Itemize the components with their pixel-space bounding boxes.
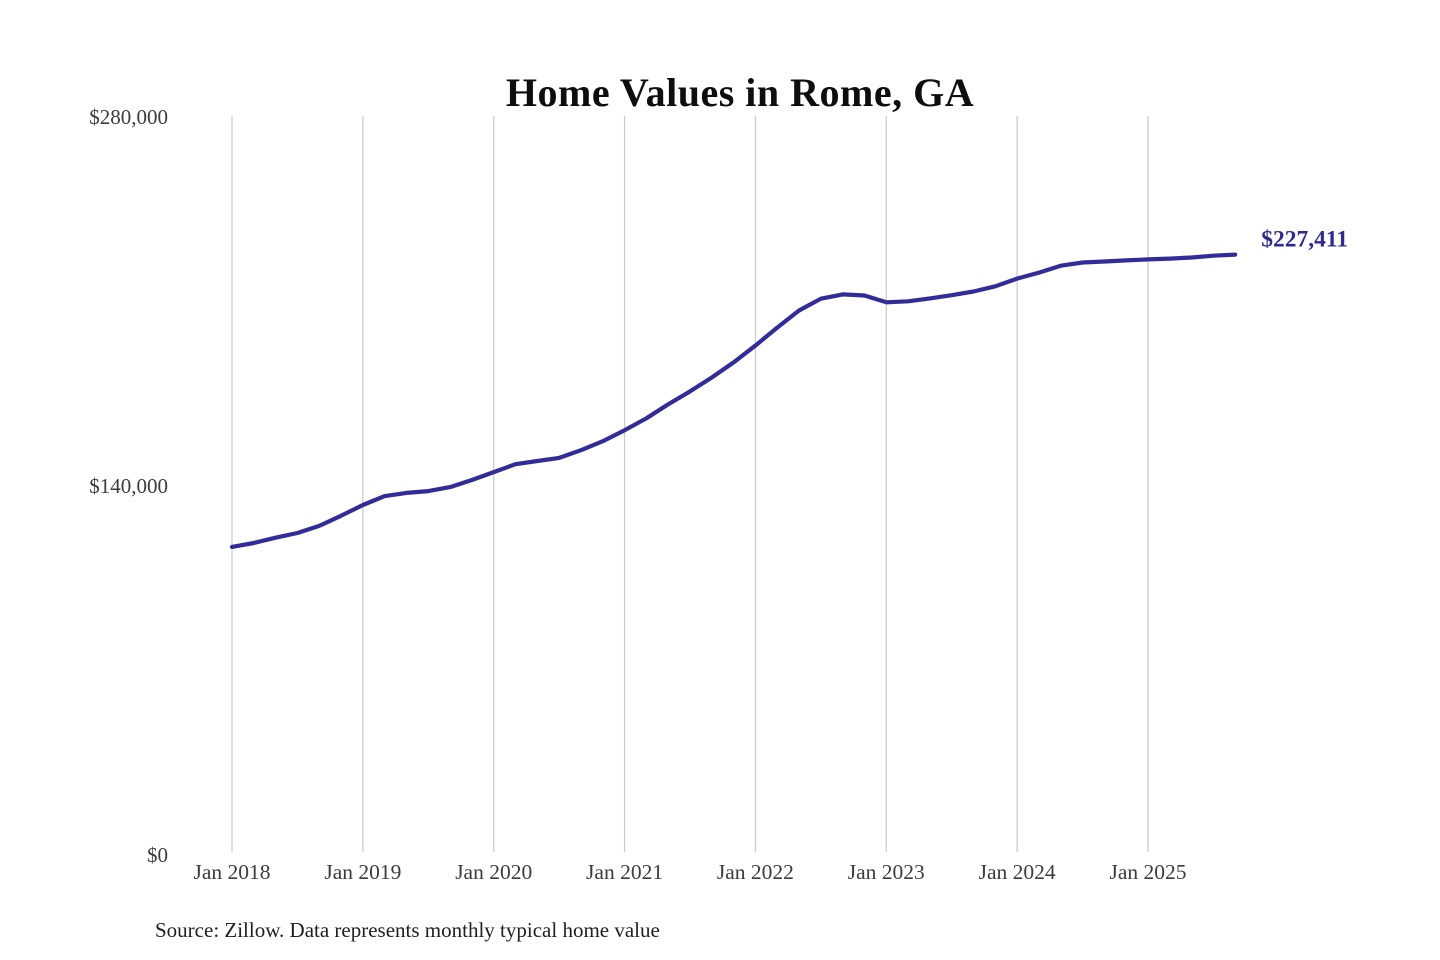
y-axis-tick-label: $280,000 xyxy=(89,105,168,129)
x-axis-tick-label: Jan 2022 xyxy=(717,860,794,884)
chart-title: Home Values in Rome, GA xyxy=(505,69,975,115)
x-axis-tick-label: Jan 2024 xyxy=(979,860,1056,884)
y-axis-tick-label: $0 xyxy=(147,843,168,867)
x-axis-tick-label: Jan 2025 xyxy=(1109,860,1186,884)
x-axis-tick-label: Jan 2018 xyxy=(193,860,270,884)
latest-value-label: $227,411 xyxy=(1261,227,1348,253)
x-axis-tick-label: Jan 2021 xyxy=(586,860,663,884)
home-value-line-series xyxy=(229,252,1238,550)
source-note: Source: Zillow. Data represents monthly … xyxy=(155,918,660,942)
x-axis-tick-label: Jan 2023 xyxy=(848,860,925,884)
x-axis-tick-label: Jan 2019 xyxy=(324,860,401,884)
x-axis-tick-label: Jan 2020 xyxy=(455,860,532,884)
y-axis-tick-label: $140,000 xyxy=(89,474,168,498)
